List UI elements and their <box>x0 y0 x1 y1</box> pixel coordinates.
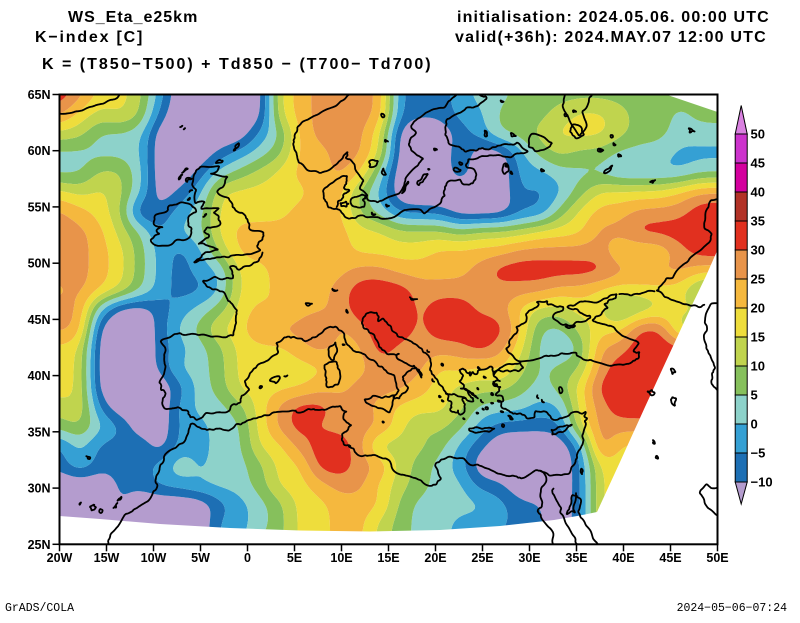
svg-text:−5: −5 <box>751 446 766 461</box>
svg-text:0: 0 <box>244 551 251 565</box>
svg-text:35: 35 <box>751 214 765 229</box>
svg-text:30: 30 <box>751 243 765 258</box>
svg-text:15: 15 <box>751 330 765 345</box>
svg-text:35E: 35E <box>565 551 587 565</box>
svg-text:45E: 45E <box>659 551 681 565</box>
svg-text:35N: 35N <box>28 425 51 439</box>
svg-text:20E: 20E <box>424 551 446 565</box>
svg-text:55N: 55N <box>28 200 51 214</box>
svg-text:45: 45 <box>751 156 765 171</box>
svg-text:0: 0 <box>751 417 758 432</box>
svg-text:25E: 25E <box>471 551 493 565</box>
svg-text:−10: −10 <box>751 475 773 490</box>
svg-text:30N: 30N <box>28 482 51 496</box>
svg-text:40: 40 <box>751 185 765 200</box>
svg-text:10: 10 <box>751 359 765 374</box>
svg-text:10E: 10E <box>330 551 352 565</box>
svg-text:20W: 20W <box>47 551 73 565</box>
svg-text:20: 20 <box>751 301 765 316</box>
svg-text:5: 5 <box>751 388 758 403</box>
svg-text:40E: 40E <box>612 551 634 565</box>
svg-text:initialisation: 2024.05.06. 00: initialisation: 2024.05.06. 00:00 UTC <box>457 9 770 26</box>
svg-text:valid(+36h): 2024.MAY.07 12:00: valid(+36h): 2024.MAY.07 12:00 UTC <box>455 29 767 46</box>
svg-text:50E: 50E <box>706 551 728 565</box>
svg-text:5E: 5E <box>287 551 302 565</box>
svg-text:15E: 15E <box>377 551 399 565</box>
svg-text:K−index [C]: K−index [C] <box>35 29 144 46</box>
svg-text:40N: 40N <box>28 369 51 383</box>
svg-text:60N: 60N <box>28 144 51 158</box>
svg-text:25: 25 <box>751 272 765 287</box>
svg-text:GrADS/COLA: GrADS/COLA <box>5 602 74 615</box>
svg-text:2024−05−06−07:24: 2024−05−06−07:24 <box>677 602 788 615</box>
svg-text:K = (T850−T500) + Td850 − (T70: K = (T850−T500) + Td850 − (T700− Td700) <box>42 56 433 73</box>
svg-text:10W: 10W <box>141 551 167 565</box>
svg-text:WS_Eta_e25km: WS_Eta_e25km <box>68 9 198 26</box>
svg-text:45N: 45N <box>28 313 51 327</box>
svg-text:5W: 5W <box>191 551 210 565</box>
svg-text:65N: 65N <box>28 88 51 102</box>
svg-text:50: 50 <box>751 127 765 142</box>
svg-text:25N: 25N <box>28 538 51 552</box>
svg-text:30E: 30E <box>518 551 540 565</box>
svg-text:15W: 15W <box>94 551 120 565</box>
svg-text:50N: 50N <box>28 257 51 271</box>
